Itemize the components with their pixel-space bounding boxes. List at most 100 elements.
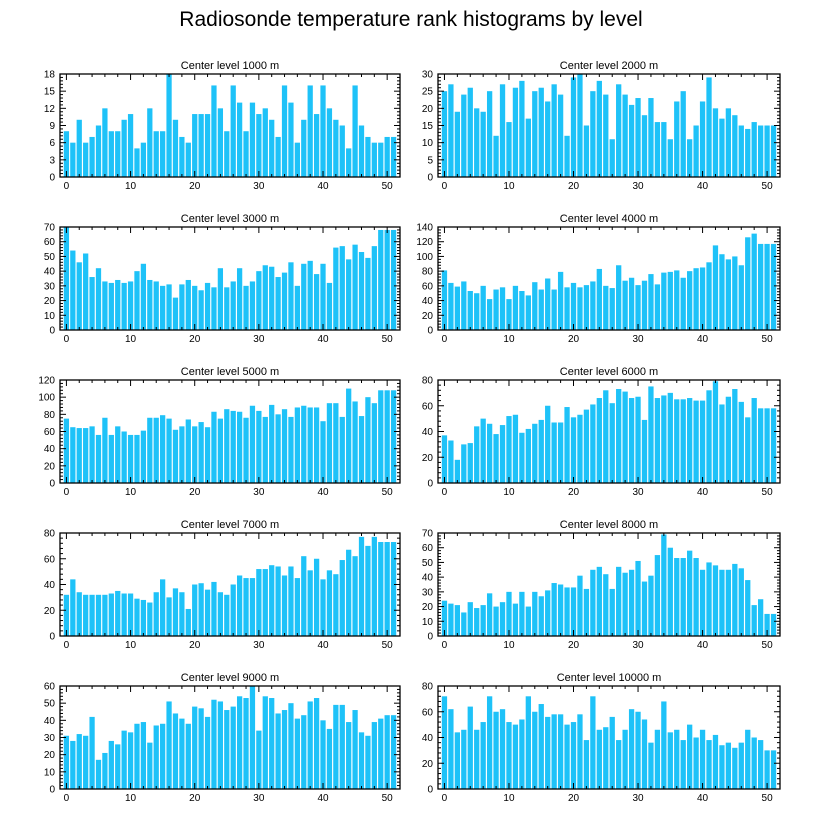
histogram-bar xyxy=(76,734,82,789)
x-tick-label: 10 xyxy=(125,181,137,192)
histogram-bar xyxy=(480,111,486,177)
histogram-bar xyxy=(486,696,493,789)
histogram-bar xyxy=(474,293,480,330)
histogram-bar xyxy=(192,114,198,177)
histogram-bar xyxy=(236,696,243,789)
y-tick-label: 60 xyxy=(422,401,434,412)
histogram-bar xyxy=(628,709,635,789)
y-tick-label: 140 xyxy=(416,223,433,234)
histogram-bar xyxy=(745,729,751,789)
histogram-bar xyxy=(751,122,757,177)
panel-title: Center level 4000 m xyxy=(560,213,658,225)
histogram-bar xyxy=(230,281,236,330)
x-tick-label: 30 xyxy=(632,793,644,804)
x-tick-label: 0 xyxy=(64,793,70,804)
histogram-bar xyxy=(712,108,719,177)
histogram-bar xyxy=(564,287,570,330)
y-tick-label: 12 xyxy=(44,104,56,115)
histogram-bar xyxy=(333,574,339,636)
histogram-bar xyxy=(108,131,114,177)
y-tick-label: 40 xyxy=(44,444,56,455)
histogram-bar xyxy=(732,115,738,177)
histogram-bar xyxy=(712,245,719,330)
y-tick-label: 0 xyxy=(427,173,433,184)
y-tick-label: 20 xyxy=(422,104,434,115)
histogram-bar xyxy=(699,569,706,636)
y-tick-label: 60 xyxy=(44,554,56,565)
histogram-bar xyxy=(115,426,121,483)
histogram-bar xyxy=(121,431,127,483)
histogram-bar xyxy=(454,605,461,636)
histogram-bar xyxy=(249,686,256,789)
histogram-bar xyxy=(121,119,127,177)
y-tick-label: 10 xyxy=(422,617,434,628)
y-tick-label: 40 xyxy=(44,580,56,591)
histogram-bar xyxy=(770,613,777,636)
histogram-bar xyxy=(551,583,557,636)
x-tick-label: 0 xyxy=(442,334,448,345)
histogram-bar xyxy=(680,740,686,789)
histogram-bar xyxy=(641,280,648,330)
histogram-bar xyxy=(674,558,680,636)
histogram-bar xyxy=(622,729,628,789)
histogram-bar xyxy=(545,716,551,789)
histogram-bar xyxy=(745,128,751,177)
histogram-bar xyxy=(211,411,217,483)
histogram-bar xyxy=(115,744,121,789)
histogram-bar xyxy=(217,268,224,330)
y-tick-label: 50 xyxy=(422,558,434,569)
x-tick-label: 30 xyxy=(632,334,644,345)
histogram-bar xyxy=(102,752,108,789)
histogram-bar xyxy=(70,142,76,177)
histogram-bar xyxy=(134,271,140,330)
histogram-bar xyxy=(358,252,365,330)
histogram-bar xyxy=(474,608,480,636)
histogram-bar xyxy=(269,565,275,636)
histogram-bar xyxy=(140,430,147,483)
histogram-bar xyxy=(725,108,732,177)
y-tick-label: 20 xyxy=(44,750,56,761)
x-tick-label: 20 xyxy=(189,181,201,192)
y-tick-label: 15 xyxy=(422,121,434,132)
histogram-bar xyxy=(281,575,288,636)
histogram-bar xyxy=(654,729,661,789)
histogram-bar xyxy=(641,719,648,789)
y-tick-label: 60 xyxy=(422,707,434,718)
histogram-bar xyxy=(480,285,486,330)
histogram-bar xyxy=(230,706,236,789)
histogram-bar xyxy=(390,715,397,789)
histogram-bar xyxy=(628,569,635,636)
histogram-bar xyxy=(770,750,777,789)
histogram-bar xyxy=(378,229,384,330)
histogram-bar xyxy=(179,718,185,789)
x-tick-label: 40 xyxy=(697,793,709,804)
histogram-bar xyxy=(390,229,397,330)
histogram-bar xyxy=(732,256,738,330)
histogram-bar xyxy=(160,131,166,177)
histogram-bar xyxy=(512,603,519,636)
histogram-bar xyxy=(448,282,454,330)
y-tick-label: 20 xyxy=(44,606,56,617)
x-tick-label: 40 xyxy=(317,793,329,804)
histogram-bar xyxy=(288,703,294,789)
y-tick-label: 80 xyxy=(44,410,56,421)
histogram-bar xyxy=(454,459,461,483)
x-tick-label: 0 xyxy=(442,487,448,498)
x-tick-label: 40 xyxy=(697,181,709,192)
histogram-bar xyxy=(230,85,236,177)
histogram-bar xyxy=(590,569,596,636)
histogram-bar xyxy=(115,131,121,177)
histogram-bar xyxy=(738,742,744,789)
panel-title: Center level 2000 m xyxy=(560,60,658,72)
histogram-bar xyxy=(326,728,333,789)
histogram-bar xyxy=(243,578,249,636)
histogram-bar xyxy=(275,713,281,789)
histogram-bar xyxy=(441,696,448,789)
x-tick-label: 30 xyxy=(253,640,265,651)
histogram-bar xyxy=(745,580,751,636)
histogram-bar xyxy=(725,396,732,483)
x-tick-label: 50 xyxy=(762,181,774,192)
histogram-bar xyxy=(70,250,76,330)
histogram-bar xyxy=(448,603,454,636)
histogram-bar xyxy=(628,104,635,177)
